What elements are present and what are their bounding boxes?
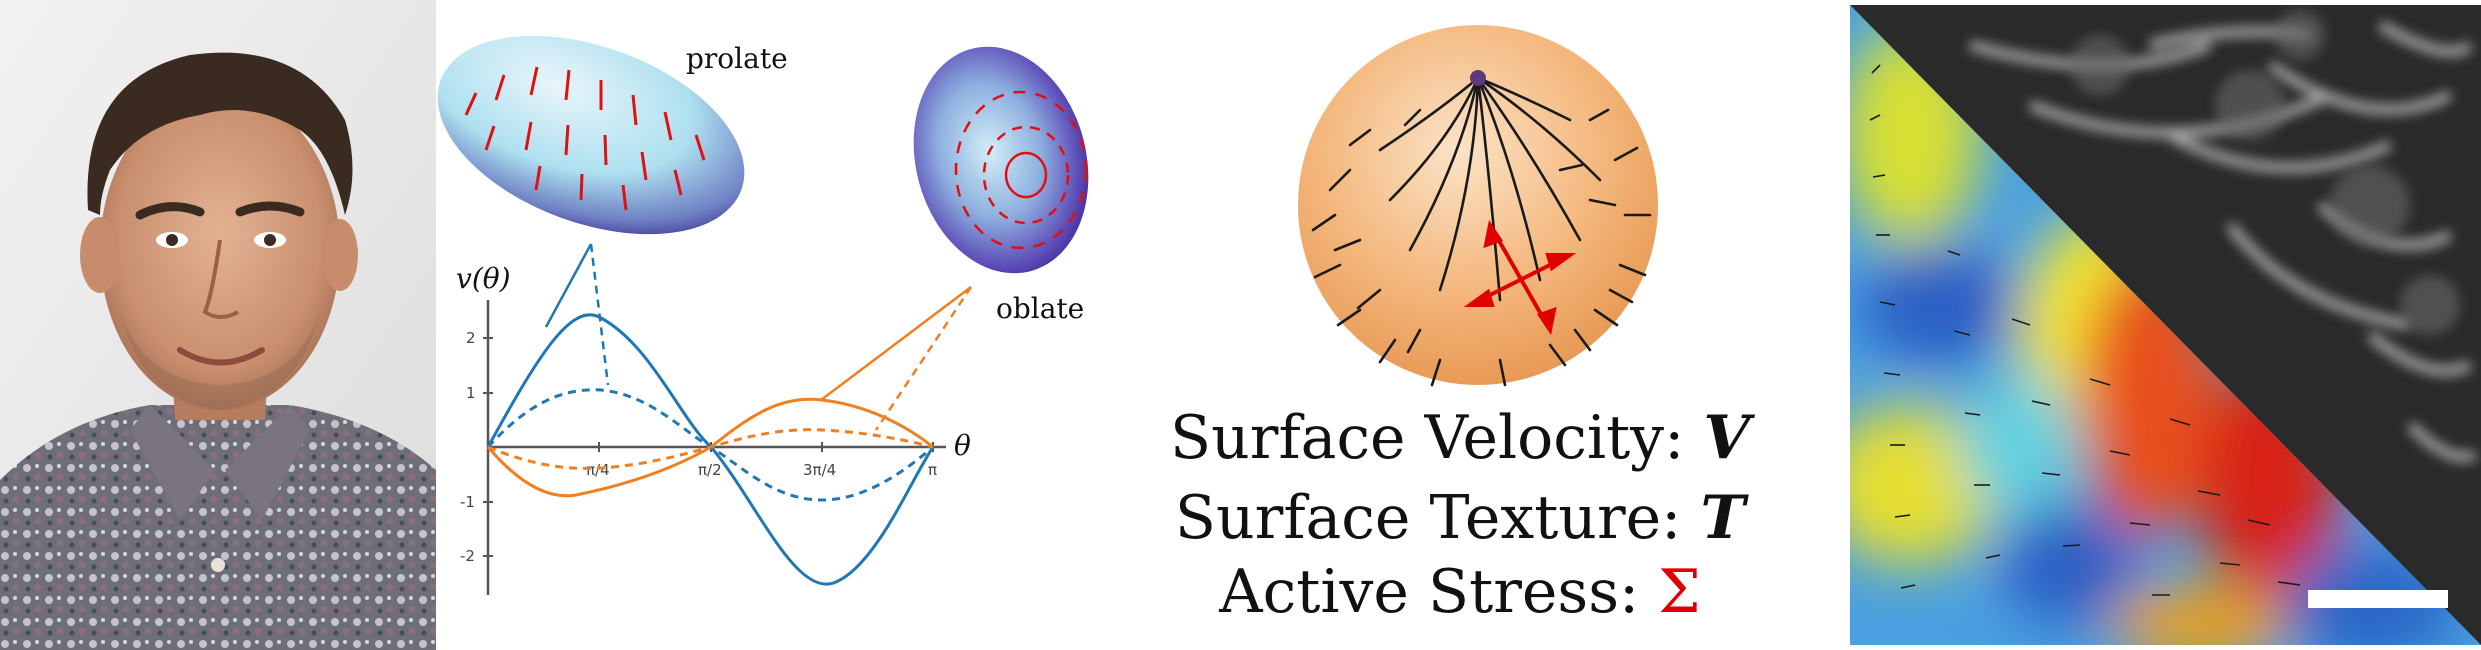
velocity-curves — [486, 313, 935, 586]
prolate-spheroid — [437, 35, 745, 235]
surface-velocity-label: Surface Velocity: — [1170, 403, 1685, 473]
prolate-label: prolate — [686, 42, 788, 75]
defect-point — [1470, 70, 1486, 86]
stress-symbol: Σ — [1658, 557, 1701, 627]
connector-lines — [544, 243, 973, 431]
orange-dashed-curve — [487, 428, 934, 470]
stress-arrows — [1463, 219, 1577, 336]
active-stress-label: Active Stress: — [1219, 557, 1640, 627]
textured-sphere — [1298, 25, 1658, 385]
portrait-photo — [0, 0, 436, 650]
x-tick-pi-4: π/4 — [586, 461, 610, 479]
active-stress-line: Active Stress: Σ — [1120, 562, 1800, 622]
x-tick-pi: π — [928, 461, 937, 479]
oblate-label: oblate — [996, 292, 1084, 325]
texture-symbol: T — [1700, 483, 1746, 553]
surface-texture-panel: Surface Velocity: V Surface Texture: T A… — [1120, 0, 1800, 650]
texture-lines — [1311, 76, 1652, 387]
velocity-plot-panel: prolate oblate — [436, 0, 1096, 650]
velocity-symbol: V — [1703, 403, 1750, 473]
x-tick-3pi-4: 3π/4 — [803, 461, 836, 479]
y-tick-1: 1 — [466, 384, 476, 402]
surface-texture-line: Surface Texture: T — [1120, 488, 1800, 548]
y-axis-label: v(θ) — [456, 262, 511, 295]
flow-heatmap-panel — [1850, 5, 2481, 645]
scale-bar — [2308, 590, 2448, 608]
x-axis-label: θ — [954, 429, 971, 462]
plot-axes — [486, 300, 946, 595]
y-tick-neg2: -2 — [460, 547, 475, 565]
y-tick-2: 2 — [466, 329, 476, 347]
surface-velocity-line: Surface Velocity: V — [1120, 408, 1800, 468]
oblate-spheroid — [913, 46, 1089, 274]
x-tick-pi-2: π/2 — [698, 461, 722, 479]
y-tick-neg1: -1 — [460, 493, 475, 511]
surface-texture-label: Surface Texture: — [1174, 483, 1682, 553]
